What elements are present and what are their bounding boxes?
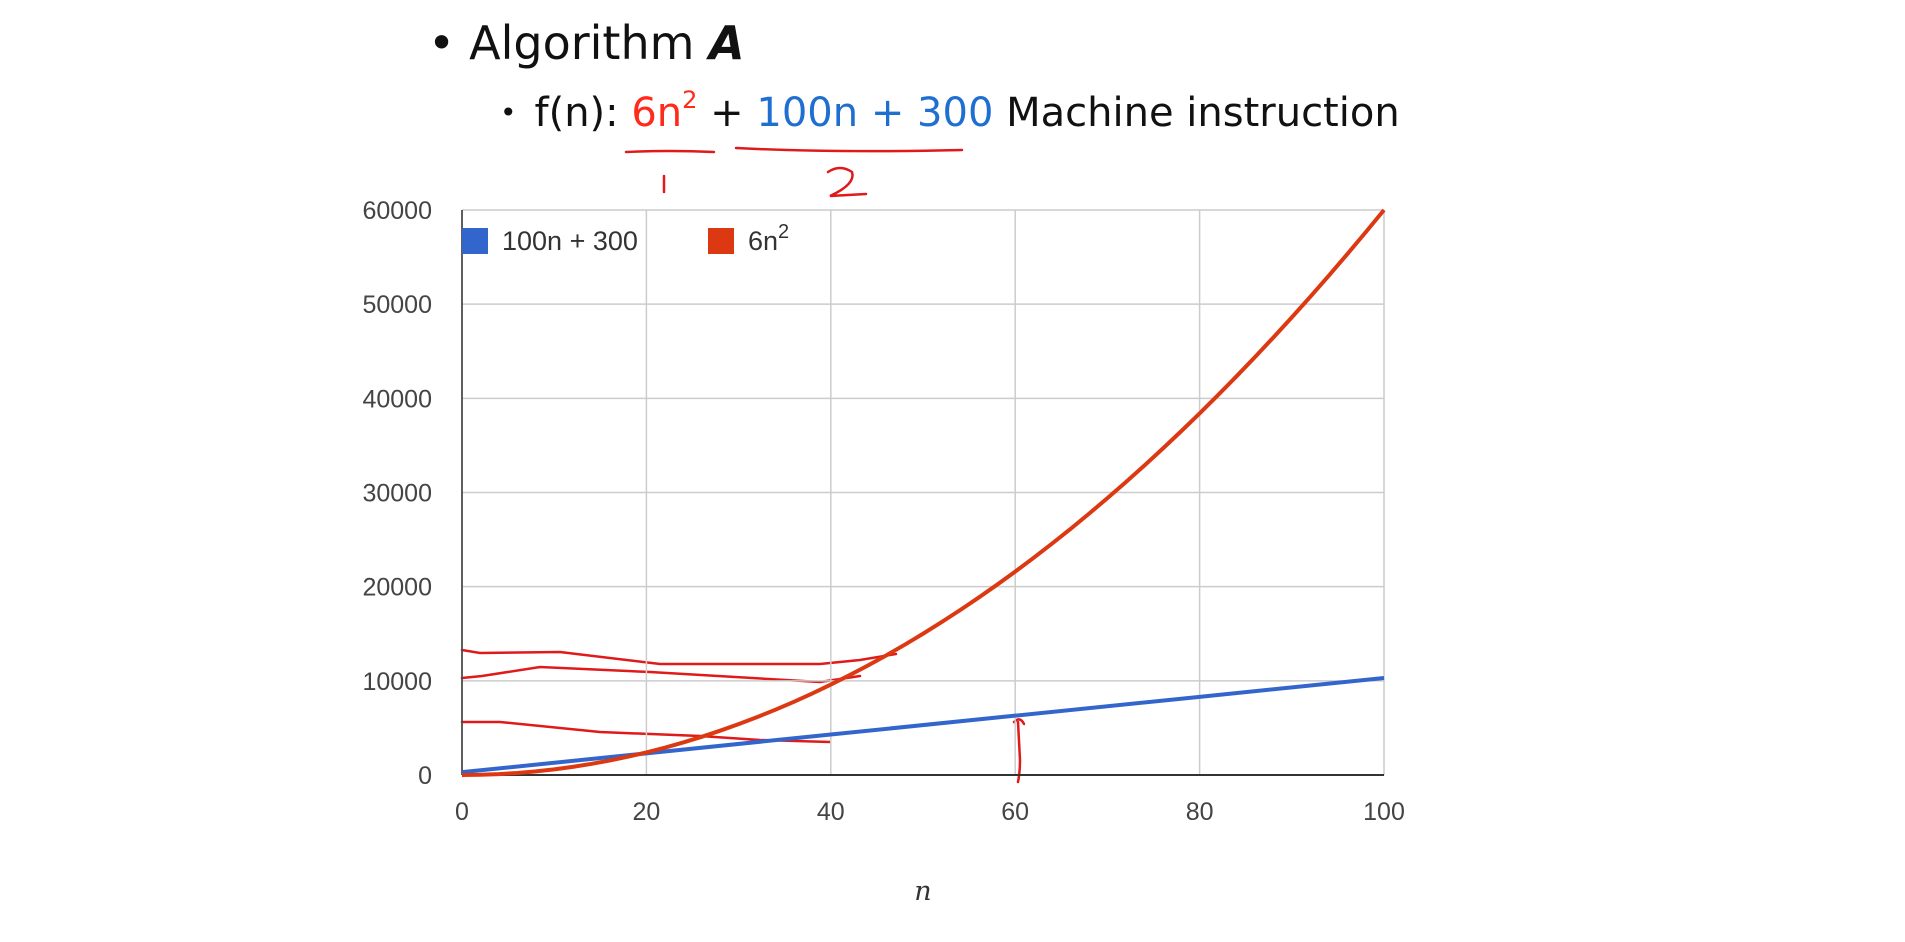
bullet-formula: • f(n): 6n2 + 100n + 300 Machine instruct… — [500, 88, 1400, 136]
bullet-dot: • — [500, 96, 517, 129]
formula-prefix: f(n): — [534, 90, 632, 136]
x-tick-label: 40 — [817, 798, 845, 826]
formula-plus: + — [697, 90, 757, 136]
bullet-algorithm-text: Algorithm — [469, 16, 710, 70]
handwritten-mark-n60 — [1016, 720, 1022, 784]
legend-label: 6n2 — [748, 221, 789, 256]
x-tick-label: 20 — [632, 798, 660, 826]
y-tick-label: 30000 — [362, 480, 432, 508]
y-tick-label: 0 — [418, 762, 432, 790]
handwritten-band-top — [460, 648, 898, 666]
formula-term-linear: 100n + 300 — [756, 90, 994, 136]
chart-axes: 0 10000 20000 30000 40000 50000 60000 0 20 40 60 80… — [362, 197, 1404, 826]
x-tick-label: 0 — [455, 798, 469, 826]
underline-term-2 — [734, 146, 964, 153]
chart-series — [461, 208, 1386, 777]
x-tick-label: 80 — [1186, 798, 1214, 826]
x-tick-label: 60 — [1001, 798, 1029, 826]
formula-term-quadratic: 6n2 — [631, 88, 697, 136]
x-axis-label: n — [914, 876, 931, 907]
annotation-digit-2 — [826, 166, 868, 198]
legend-label: 100n + 300 — [502, 226, 638, 256]
chart-legend: 100n + 300 6n2 — [462, 221, 789, 256]
y-tick-label: 20000 — [362, 574, 432, 602]
formula-term-quadratic-exp: 2 — [682, 86, 698, 114]
formula-term-quadratic-base: 6n — [631, 90, 683, 136]
bullet-algorithm: • Algorithm A — [428, 16, 745, 70]
handwritten-band-middle — [460, 665, 862, 684]
y-tick-label: 60000 — [362, 197, 432, 225]
legend-label-exponent: 2 — [778, 221, 789, 243]
algorithm-variable: A — [709, 16, 745, 70]
series-line-linear — [461, 676, 1385, 775]
y-tick-label: 10000 — [362, 668, 432, 696]
formula-suffix: Machine instruction — [993, 90, 1400, 136]
x-tick-label: 100 — [1363, 798, 1405, 826]
underline-term-1 — [624, 149, 716, 154]
y-tick-label: 50000 — [362, 291, 432, 319]
legend-swatch — [462, 228, 488, 254]
legend-swatch — [708, 228, 734, 254]
y-tick-label: 40000 — [362, 385, 432, 413]
bullet-dot: • — [428, 16, 456, 70]
